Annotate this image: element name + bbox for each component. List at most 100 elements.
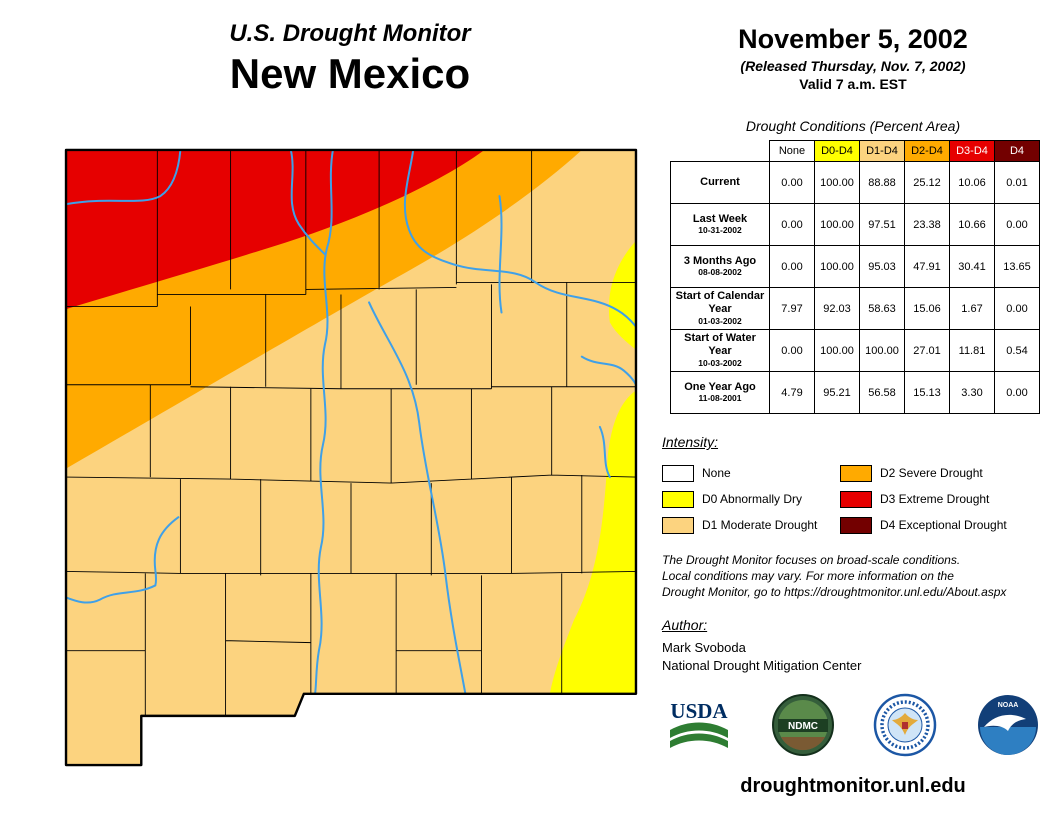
info-column: November 5, 2002 (Released Thursday, Nov… xyxy=(662,24,1044,798)
state-title: New Mexico xyxy=(229,50,471,97)
legend-swatch-d4 xyxy=(840,516,872,534)
legend-swatch-d3 xyxy=(840,490,872,508)
legend-item-d1: D1 Moderate Drought xyxy=(662,512,840,538)
noaa-logo-text: NOAA xyxy=(998,702,1019,709)
san-juan-river xyxy=(66,149,182,206)
value-cell: 0.00 xyxy=(994,203,1040,246)
valid-time: Valid 7 a.m. EST xyxy=(799,76,907,92)
intensity-legend: None D0 Abnormally Dry D1 Moderate Droug… xyxy=(662,460,1044,538)
report-title: U.S. Drought Monitor xyxy=(229,20,471,47)
row-start-calendar-year: Start of Calendar Year 01-03-2002 7.97 9… xyxy=(670,287,1040,330)
value-cell: 10.06 xyxy=(949,161,995,204)
value-cell: 88.88 xyxy=(859,161,905,204)
value-cell: 1.67 xyxy=(949,287,995,330)
value-cell: 0.00 xyxy=(769,203,815,246)
chama-river xyxy=(289,149,326,256)
value-cell: 0.01 xyxy=(994,161,1040,204)
legend-item-d0: D0 Abnormally Dry xyxy=(662,486,840,512)
value-cell: 100.00 xyxy=(814,245,860,288)
table-caption: Drought Conditions (Percent Area) xyxy=(745,118,961,134)
value-cell: 56.58 xyxy=(859,371,905,414)
disclaimer-line: The Drought Monitor focuses on broad-sca… xyxy=(662,553,961,567)
legend-item-d3: D3 Extreme Drought xyxy=(840,486,1044,512)
legend-swatch-d1 xyxy=(662,516,694,534)
legend-swatch-d0 xyxy=(662,490,694,508)
intensity-heading: Intensity: xyxy=(662,434,719,450)
new-mexico-map xyxy=(60,143,642,777)
value-cell: 95.03 xyxy=(859,245,905,288)
row-sublabel: 01-03-2002 xyxy=(698,315,742,326)
col-header-d1-d4: D1-D4 xyxy=(859,140,905,162)
value-cell: 7.97 xyxy=(769,287,815,330)
conditions-table-wrap: None D0-D4 D1-D4 D2-D4 D3-D4 D4 Current … xyxy=(670,140,1044,414)
value-cell: 3.30 xyxy=(949,371,995,414)
value-cell: 10.66 xyxy=(949,203,995,246)
legend-swatch-none xyxy=(662,464,694,482)
col-header-none: None xyxy=(769,140,815,162)
table-corner xyxy=(670,140,770,162)
value-cell: 15.06 xyxy=(904,287,950,330)
legend-label: None xyxy=(702,466,731,480)
value-cell: 15.13 xyxy=(904,371,950,414)
east-tributary-2 xyxy=(598,425,611,479)
value-cell: 97.51 xyxy=(859,203,905,246)
rivers xyxy=(66,149,636,713)
value-cell: 100.00 xyxy=(814,203,860,246)
value-cell: 58.63 xyxy=(859,287,905,330)
value-cell: 0.00 xyxy=(994,287,1040,330)
value-cell: 27.01 xyxy=(904,329,950,372)
col-header-d2-d4: D2-D4 xyxy=(904,140,950,162)
disclaimer-line: Local conditions may vary. For more info… xyxy=(662,569,954,584)
logo-row: USDA NDMC xyxy=(662,693,1044,757)
value-cell: 92.03 xyxy=(814,287,860,330)
legend-label: D4 Exceptional Drought xyxy=(880,518,1007,532)
value-cell: 100.00 xyxy=(814,161,860,204)
row-label: 3 Months Ago xyxy=(683,254,757,267)
ndmc-logo-text: NDMC xyxy=(788,721,818,732)
value-cell: 95.21 xyxy=(814,371,860,414)
legend-item-d2: D2 Severe Drought xyxy=(840,460,1044,486)
legend-label: D3 Extreme Drought xyxy=(880,492,990,506)
county-borders xyxy=(66,149,636,766)
legend-label: D0 Abnormally Dry xyxy=(702,492,803,506)
canadian-river xyxy=(403,149,636,328)
row-sublabel: 11-08-2001 xyxy=(698,393,742,404)
row-sublabel: 08-08-2002 xyxy=(698,267,742,278)
map-titles: U.S. Drought Monitor New Mexico xyxy=(58,20,642,98)
noaa-logo-icon: NOAA xyxy=(977,694,1038,755)
value-cell: 0.00 xyxy=(769,245,815,288)
author-organization: National Drought Mitigation Center xyxy=(662,657,862,673)
value-cell: 0.54 xyxy=(994,329,1040,372)
row-label: Start of Calendar Year xyxy=(675,290,765,316)
row-sublabel: 10-31-2002 xyxy=(698,225,742,236)
value-cell: 4.79 xyxy=(769,371,815,414)
usda-logo-icon: USDA xyxy=(670,699,728,748)
disclaimer-text: The Drought Monitor focuses on broad-sca… xyxy=(662,552,1044,601)
value-cell: 11.81 xyxy=(949,329,995,372)
ndmc-logo-icon: NDMC xyxy=(771,693,834,756)
legend-swatch-d2 xyxy=(840,464,872,482)
drought-conditions-table: None D0-D4 D1-D4 D2-D4 D3-D4 D4 Current … xyxy=(670,140,1040,414)
value-cell: 100.00 xyxy=(859,329,905,372)
value-cell: 13.65 xyxy=(994,245,1040,288)
value-cell: 30.41 xyxy=(949,245,995,288)
row-current: Current 0.00 100.00 88.88 25.12 10.06 0.… xyxy=(670,161,1040,204)
released-date: (Released Thursday, Nov. 7, 2002) xyxy=(740,58,966,74)
ute-creek xyxy=(498,195,503,314)
pecos-river xyxy=(368,301,467,695)
row-label: One Year Ago xyxy=(684,380,756,393)
usda-logo-text: USDA xyxy=(670,699,728,723)
d0-region-south xyxy=(547,386,636,706)
map-date: November 5, 2002 xyxy=(738,24,968,54)
row-last-week: Last Week 10-31-2002 0.00 100.00 97.51 2… xyxy=(670,203,1040,246)
author-name: Mark Svoboda xyxy=(662,639,746,655)
col-header-d0-d4: D0-D4 xyxy=(814,140,860,162)
row-label: Start of Water Year xyxy=(684,332,756,358)
col-header-d3-d4: D3-D4 xyxy=(949,140,995,162)
row-3-months-ago: 3 Months Ago 08-08-2002 0.00 100.00 95.0… xyxy=(670,245,1040,288)
gila-river xyxy=(66,516,180,604)
east-tributary xyxy=(580,355,636,386)
row-sublabel: 10-03-2002 xyxy=(698,357,742,368)
legend-item-d4: D4 Exceptional Drought xyxy=(840,512,1044,538)
